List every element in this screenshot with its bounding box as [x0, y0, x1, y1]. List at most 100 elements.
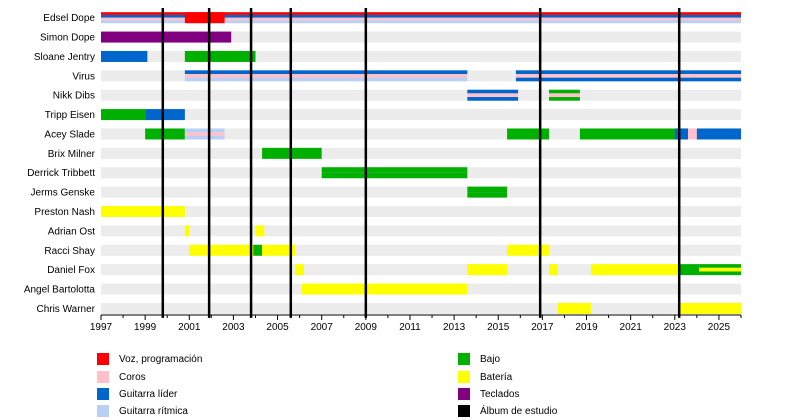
member-label: Simon Dope	[40, 33, 95, 44]
row-background	[101, 225, 741, 237]
row-background	[101, 89, 741, 101]
member-bar-bass	[679, 264, 700, 276]
member-bar-bass	[145, 128, 185, 134]
member-bar-lead	[515, 70, 689, 74]
member-bar-bass	[507, 133, 549, 140]
member-bar-drums	[507, 244, 549, 256]
member-bar-drums	[549, 264, 558, 276]
member-label: Sloane Jentry	[34, 52, 95, 63]
x-tick-label: 2003	[222, 322, 245, 333]
member-bar-coros	[184, 73, 468, 78]
row-background	[101, 186, 741, 198]
member-bar-bass	[467, 192, 508, 198]
member-bar-bass	[579, 133, 689, 140]
member-bar-bass	[321, 167, 468, 173]
member-bar-bass	[699, 271, 741, 276]
member-bar-drums	[679, 302, 700, 314]
member-bar-drums	[255, 225, 265, 237]
row-background	[101, 31, 741, 43]
member-bar-drums	[557, 302, 591, 314]
member-label: Derrick Tribbett	[27, 168, 95, 179]
member-bar-coros	[467, 93, 519, 98]
x-tick-label: 2023	[664, 322, 687, 333]
member-label: Daniel Fox	[47, 265, 95, 276]
member-bar-bass	[507, 128, 549, 134]
row-background	[101, 244, 741, 256]
x-tick-label: 2013	[443, 322, 466, 333]
member-label: Angel Bartolotta	[24, 285, 96, 296]
member-bar-lead	[467, 97, 519, 101]
member-bar-drums	[699, 302, 741, 309]
member-label: Adrian Ost	[48, 226, 95, 237]
row-background	[101, 264, 741, 276]
member-bar-drums	[101, 205, 185, 217]
member-label: Preston Nash	[34, 207, 95, 218]
member-bar-keys	[101, 31, 232, 43]
x-tick-label: 2017	[531, 322, 554, 333]
member-label: Nikk Dibs	[53, 91, 95, 102]
x-tick-label: 2025	[708, 322, 731, 333]
member-bar-rhythm	[101, 20, 741, 24]
member-bar-bass	[699, 264, 741, 268]
member-bar-rhythm	[184, 128, 225, 133]
x-tick-label: 2007	[311, 322, 334, 333]
member-bar-bass	[145, 133, 185, 140]
member-bar-rhythm	[184, 77, 468, 82]
member-bar-bass	[467, 186, 508, 193]
member-label: Tripp Eisen	[45, 110, 95, 121]
row-background	[101, 50, 741, 62]
member-label: Racci Shay	[44, 246, 95, 257]
member-label: Jerms Genske	[31, 188, 96, 199]
x-tick-label: 2011	[399, 322, 421, 333]
x-tick-label: 2015	[487, 322, 510, 333]
member-bar-bass	[549, 97, 580, 101]
member-bar-coros	[515, 73, 689, 78]
member-bar-lead	[515, 77, 689, 82]
x-tick-label: 2021	[620, 322, 643, 333]
row-background	[101, 109, 741, 121]
member-bar-bass	[253, 244, 263, 256]
member-bar-drums	[590, 264, 680, 276]
member-bar-rhythm	[184, 135, 225, 140]
member-bar-coros	[688, 133, 697, 140]
member-bar-lead	[696, 128, 741, 134]
member-bar-lead	[467, 89, 519, 94]
member-bar-lead	[696, 133, 741, 140]
member-bar-coros	[101, 17, 741, 21]
member-label: Chris Warner	[36, 304, 95, 315]
member-bar-lead	[674, 128, 689, 134]
member-bar-lead	[145, 109, 185, 121]
row-background	[101, 302, 741, 314]
member-bar-lead	[688, 77, 741, 82]
member-bar-bass	[579, 128, 689, 134]
x-tick-label: 2001	[178, 322, 201, 333]
row-background	[101, 128, 741, 140]
member-label: Acey Slade	[44, 129, 95, 140]
member-bar-lead	[101, 50, 148, 62]
member-bar-drums	[262, 244, 296, 256]
x-tick-label: 1997	[90, 322, 113, 333]
member-bar-coros	[688, 73, 741, 78]
member-bar-coros	[184, 132, 225, 136]
x-tick-label: 2009	[355, 322, 378, 333]
member-bar-drums	[189, 244, 254, 256]
member-bar-bass	[184, 50, 256, 62]
x-tick-label: 1999	[134, 322, 157, 333]
member-bar-coros	[549, 93, 580, 98]
member-label: Edsel Dope	[43, 13, 95, 24]
member-label: Virus	[72, 71, 95, 82]
member-bar-drums	[184, 225, 190, 237]
member-bar-lead	[674, 133, 689, 140]
x-tick-label: 2019	[575, 322, 598, 333]
member-bar-drums	[699, 267, 741, 272]
member-bar-voice	[184, 12, 225, 24]
member-bar-lead	[688, 70, 741, 74]
member-bar-lead	[101, 14, 741, 18]
member-bar-voice	[101, 12, 741, 15]
member-bar-drums	[295, 264, 305, 276]
member-bar-coros	[688, 128, 697, 134]
member-bar-bass	[549, 89, 580, 94]
row-background	[101, 147, 741, 159]
member-label: Brix Milner	[48, 149, 96, 160]
